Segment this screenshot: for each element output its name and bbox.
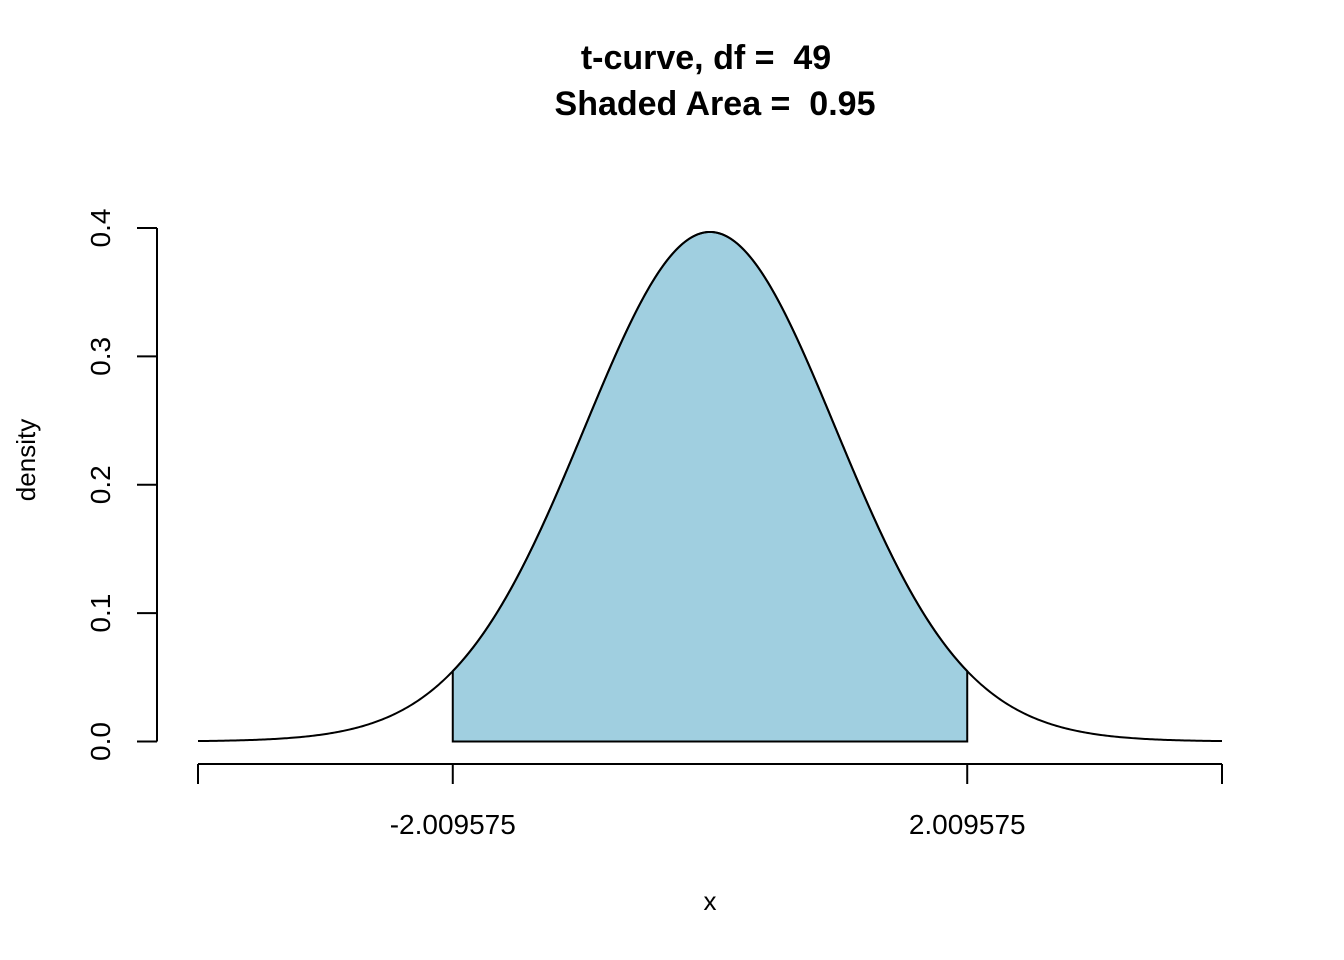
shaded-area [451,230,969,743]
y-tick-label: 0.3 [85,337,116,376]
chart-title-line2: Shaded Area = 0.95 [555,85,876,123]
chart-title-line1: t-curve, df = 49 [581,39,831,77]
density-curve [197,230,1223,743]
y-tick-label: 0.2 [85,465,116,504]
x-tick-label: -2.009575 [390,809,516,840]
y-tick-label: 0.1 [85,594,116,633]
y-tick-label: 0.0 [85,722,116,761]
plot-area [197,230,1223,743]
x-axis: -2.009575 2.009575 [197,763,1223,840]
x-axis-label: x [704,886,717,916]
y-axis-label: density [11,419,41,501]
y-tick-label: 0.4 [85,209,116,248]
y-axis: 0.0 0.1 0.2 0.3 0.4 [85,209,158,761]
x-tick-label: 2.009575 [909,809,1026,840]
